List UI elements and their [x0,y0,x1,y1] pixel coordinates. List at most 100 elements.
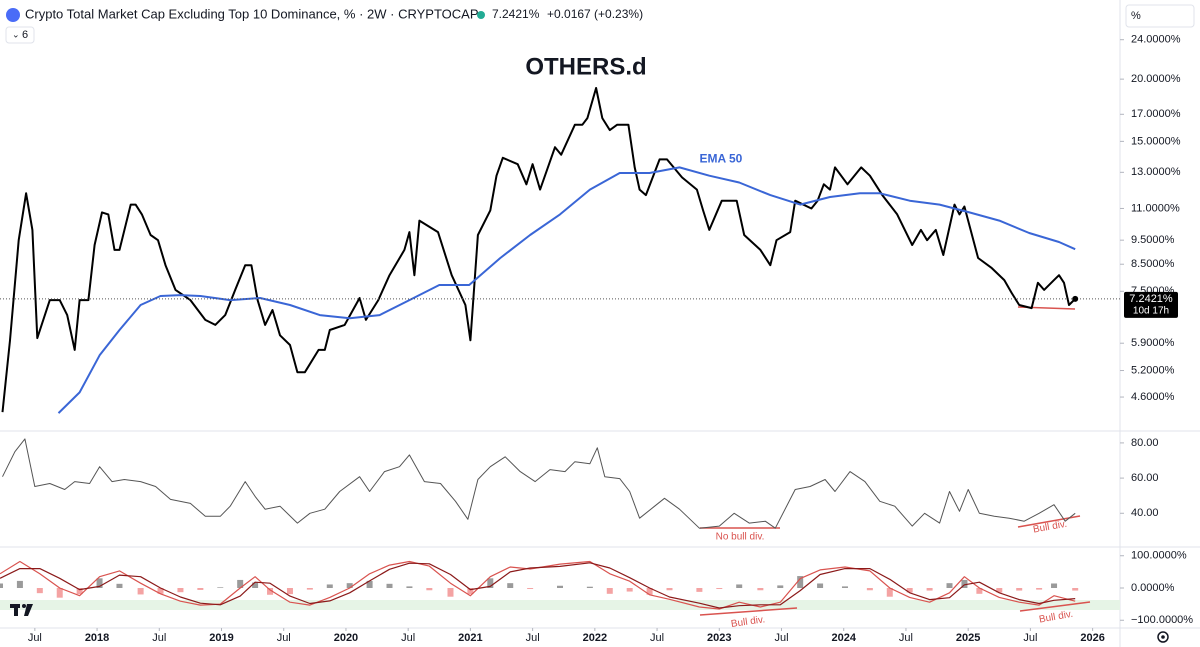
y-tick-label: 5.2000% [1131,364,1175,376]
y-tick-label: 9.5000% [1131,234,1175,246]
x-tick-label: Jul [899,632,913,644]
histogram-bar [1016,588,1023,591]
histogram-bar [56,588,63,598]
x-tick-label: Jul [774,632,788,644]
x-tick-label: 2024 [831,632,856,644]
histogram-bar [906,588,913,593]
histogram-bar [976,588,983,594]
histogram-bar [267,588,274,595]
settings-icon[interactable] [1157,631,1169,643]
histogram-bar [16,580,23,588]
y-tick-label: −100.0000% [1131,614,1193,626]
histogram-bar [926,588,933,591]
x-tick-label: 2023 [707,632,731,644]
series-line [2,438,1076,529]
histogram-bar [116,583,123,588]
histogram-bar [757,588,764,591]
scale-mode-button[interactable] [1125,4,1195,28]
axis-unit: % [1131,10,1141,22]
annotation: Bull div. [730,614,765,630]
histogram-bar [557,585,563,588]
histogram-bar [157,588,164,594]
x-tick-label: Jul [526,632,540,644]
histogram-bar [736,584,743,588]
countdown-label: 10d 17h [1133,306,1169,317]
series-line [57,166,1076,414]
series-line [1,87,1076,413]
histogram-bar [76,588,83,595]
x-tick-label: 2025 [956,632,980,644]
histogram-bar [666,588,673,591]
indicator-count: 6 [22,29,28,41]
y-tick-label: 24.0000% [1131,34,1181,46]
series-line [0,562,1076,609]
histogram-bar [366,580,373,588]
y-tick-label: 17.0000% [1131,108,1181,120]
x-tick-label: Jul [1023,632,1037,644]
x-tick-label: 2018 [85,632,109,644]
x-tick-label: Jul [401,632,415,644]
y-tick-label: 100.0000% [1131,550,1187,562]
settings-icon-center [1161,635,1165,639]
histogram-bar [817,583,824,588]
x-tick-label: Jul [152,632,166,644]
y-tick-label: 15.0000% [1131,135,1181,147]
histogram-bar [237,579,244,588]
y-tick-label: 80.00 [1131,437,1159,449]
histogram-bar [1051,583,1058,588]
series-label: EMA 50 [699,152,742,166]
indicator-toggle[interactable] [5,26,35,44]
y-tick-label: 4.6000% [1131,391,1175,403]
chart-title: OTHERS.d [525,53,646,80]
histogram-bar [777,585,784,588]
histogram-bar [1036,588,1043,590]
histogram-bar [36,588,43,594]
histogram-bar [252,582,259,588]
y-tick-label: 5.9000% [1131,337,1175,349]
x-tick-label: Jul [277,632,291,644]
trendline [1019,601,1091,612]
macd-band [0,600,1120,610]
histogram-bar [96,578,103,588]
histogram-bar [996,588,1003,593]
histogram-bar [197,588,204,590]
histogram-bar [507,583,514,588]
plot-area: 24.0000% 20.0000% 17.0000% 15.0000% 13.0000%… [0,34,1193,644]
histogram-bar [447,588,454,597]
histogram-bar [886,588,893,597]
histogram-bar [586,586,593,588]
histogram-bar [646,588,653,595]
y-tick-label: 40.00 [1131,507,1159,519]
status-dot [477,11,485,19]
histogram-bar [626,588,633,592]
histogram-bar [696,588,703,592]
chart-subtitle: Crypto Total Market Cap Excluding Top 10… [25,6,479,21]
price-label: 7.2421% [1129,293,1173,305]
histogram-bar [841,586,848,588]
price-label-box [1124,291,1178,318]
pane [2,438,1076,529]
x-tick-label: 2020 [334,632,358,644]
y-tick-label: 11.0000% [1131,202,1180,214]
histogram-bar [487,578,494,588]
histogram-bar [346,583,353,588]
x-tick-label: 2022 [583,632,607,644]
y-tick-label: 20.0000% [1131,73,1181,85]
histogram-bar [961,579,968,588]
x-tick-label: Jul [650,632,664,644]
symbol-icon [6,8,20,22]
y-tick-label: 0.0000% [1131,582,1175,594]
x-tick-label: 2021 [458,632,482,644]
histogram-bar [606,588,613,594]
toggle-chevron: ⌄ [12,29,20,39]
histogram-bar [306,588,313,590]
histogram-bar [1072,588,1079,591]
annotation: No bull div. [716,532,765,543]
last-price: 7.2421% [492,7,540,21]
pane [0,560,1079,610]
y-tick-label: 60.00 [1131,472,1159,484]
series-line [0,560,1076,610]
price-change: +0.0167 (+0.23%) [547,7,643,21]
